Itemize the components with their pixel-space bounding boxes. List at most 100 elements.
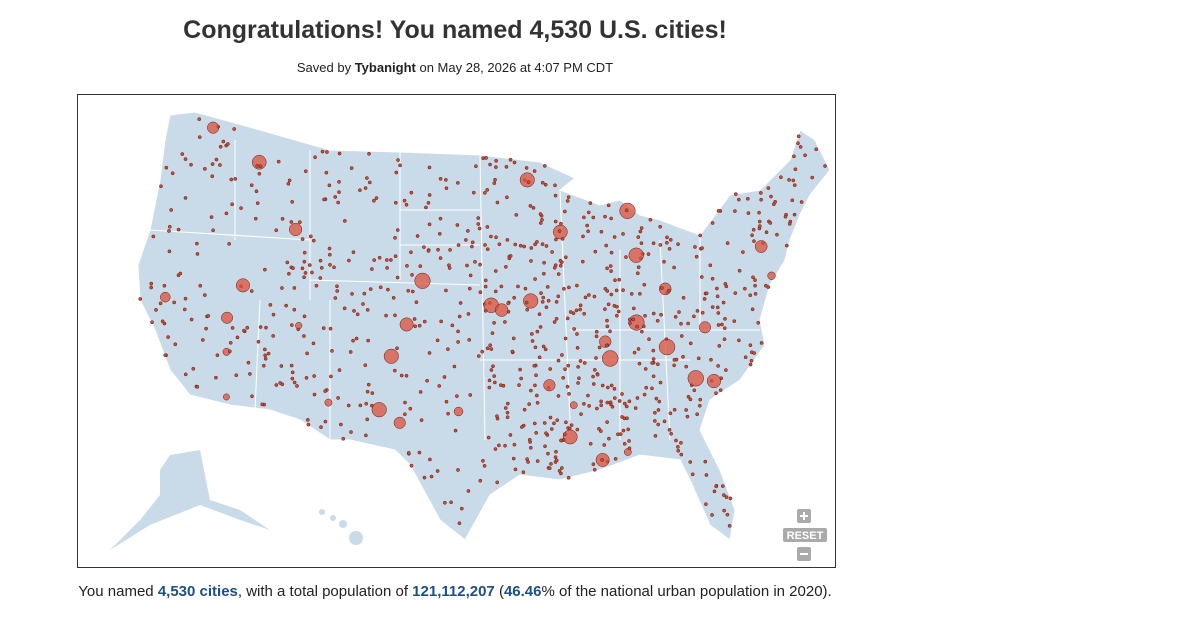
city-marker [318, 258, 323, 263]
city-marker [613, 278, 617, 283]
city-marker [613, 457, 618, 461]
percent: 46.46 [503, 583, 542, 600]
city-marker [319, 425, 323, 429]
city-marker [261, 363, 266, 368]
city-marker [542, 260, 546, 265]
city-marker [278, 381, 283, 385]
city-marker [569, 423, 574, 428]
city-marker [667, 246, 672, 251]
city-marker [627, 317, 632, 322]
city-marker [538, 325, 543, 329]
city-marker [284, 303, 288, 308]
city-marker [748, 362, 753, 367]
city-marker [715, 294, 720, 299]
city-marker [230, 326, 235, 330]
city-marker [566, 475, 571, 480]
city-marker [166, 335, 170, 339]
city-marker [372, 198, 376, 203]
city-marker [444, 178, 448, 182]
city-marker [695, 309, 700, 313]
city-marker [202, 293, 207, 297]
city-marker [565, 316, 570, 321]
city-marker [399, 317, 414, 332]
city-marker [710, 513, 714, 517]
city-marker [442, 375, 447, 379]
city-marker [295, 322, 303, 330]
city-marker [414, 272, 431, 289]
city-marker [453, 428, 458, 433]
cities-count: 4,530 cities [157, 583, 238, 600]
city-marker [823, 164, 827, 168]
city-marker [627, 446, 632, 451]
city-marker [365, 176, 369, 180]
city-marker [249, 183, 254, 188]
city-marker [409, 190, 414, 195]
city-marker [501, 383, 506, 388]
city-marker [279, 364, 284, 368]
city-marker [305, 351, 309, 356]
city-marker [512, 442, 517, 447]
city-marker [391, 295, 396, 300]
city-marker [724, 495, 729, 500]
city-marker [300, 266, 305, 271]
city-marker [651, 241, 656, 246]
city-marker [409, 463, 414, 468]
city-marker [505, 238, 510, 242]
city-marker [149, 281, 154, 286]
city-marker [565, 199, 570, 203]
city-marker [554, 316, 559, 321]
city-marker [684, 364, 689, 369]
city-marker [696, 356, 701, 361]
city-marker [195, 252, 200, 256]
city-marker [494, 165, 498, 169]
city-marker [341, 436, 346, 441]
city-marker [210, 174, 215, 179]
city-marker [552, 265, 557, 270]
city-marker [305, 418, 310, 422]
city-marker [151, 234, 156, 239]
city-marker [198, 283, 203, 288]
city-marker [720, 484, 725, 488]
city-marker [600, 458, 604, 462]
city-marker [352, 309, 356, 313]
city-marker [324, 398, 333, 407]
city-marker [307, 263, 312, 267]
city-marker [635, 324, 639, 329]
city-marker [653, 410, 657, 415]
city-marker [656, 408, 661, 412]
city-marker [295, 384, 299, 388]
city-marker [612, 303, 617, 308]
city-marker [704, 502, 708, 507]
city-marker [625, 416, 629, 421]
city-marker [591, 382, 596, 386]
city-marker [492, 380, 497, 385]
city-marker [558, 263, 563, 268]
city-marker [183, 372, 188, 377]
city-marker [467, 338, 472, 342]
city-marker [745, 196, 750, 201]
city-marker [189, 162, 193, 167]
city-marker [635, 271, 640, 276]
city-marker [668, 237, 673, 242]
city-marker [595, 372, 600, 377]
reset-button[interactable] [783, 528, 827, 542]
city-marker [592, 294, 597, 299]
city-marker [506, 301, 511, 306]
city-marker [588, 201, 593, 205]
city-marker [422, 475, 427, 480]
city-marker [449, 500, 453, 505]
city-marker [742, 286, 747, 291]
city-marker [227, 349, 232, 354]
user-name[interactable]: Tybanight [354, 60, 416, 75]
city-marker [548, 415, 553, 420]
city-marker [366, 338, 370, 343]
city-marker [476, 216, 481, 220]
reset-label[interactable]: RESET [787, 530, 824, 542]
city-marker [698, 397, 703, 402]
city-marker [579, 412, 583, 416]
city-marker [386, 287, 390, 292]
city-marker [717, 344, 722, 348]
city-marker [622, 441, 627, 446]
city-marker [176, 227, 181, 232]
city-marker [766, 186, 771, 190]
